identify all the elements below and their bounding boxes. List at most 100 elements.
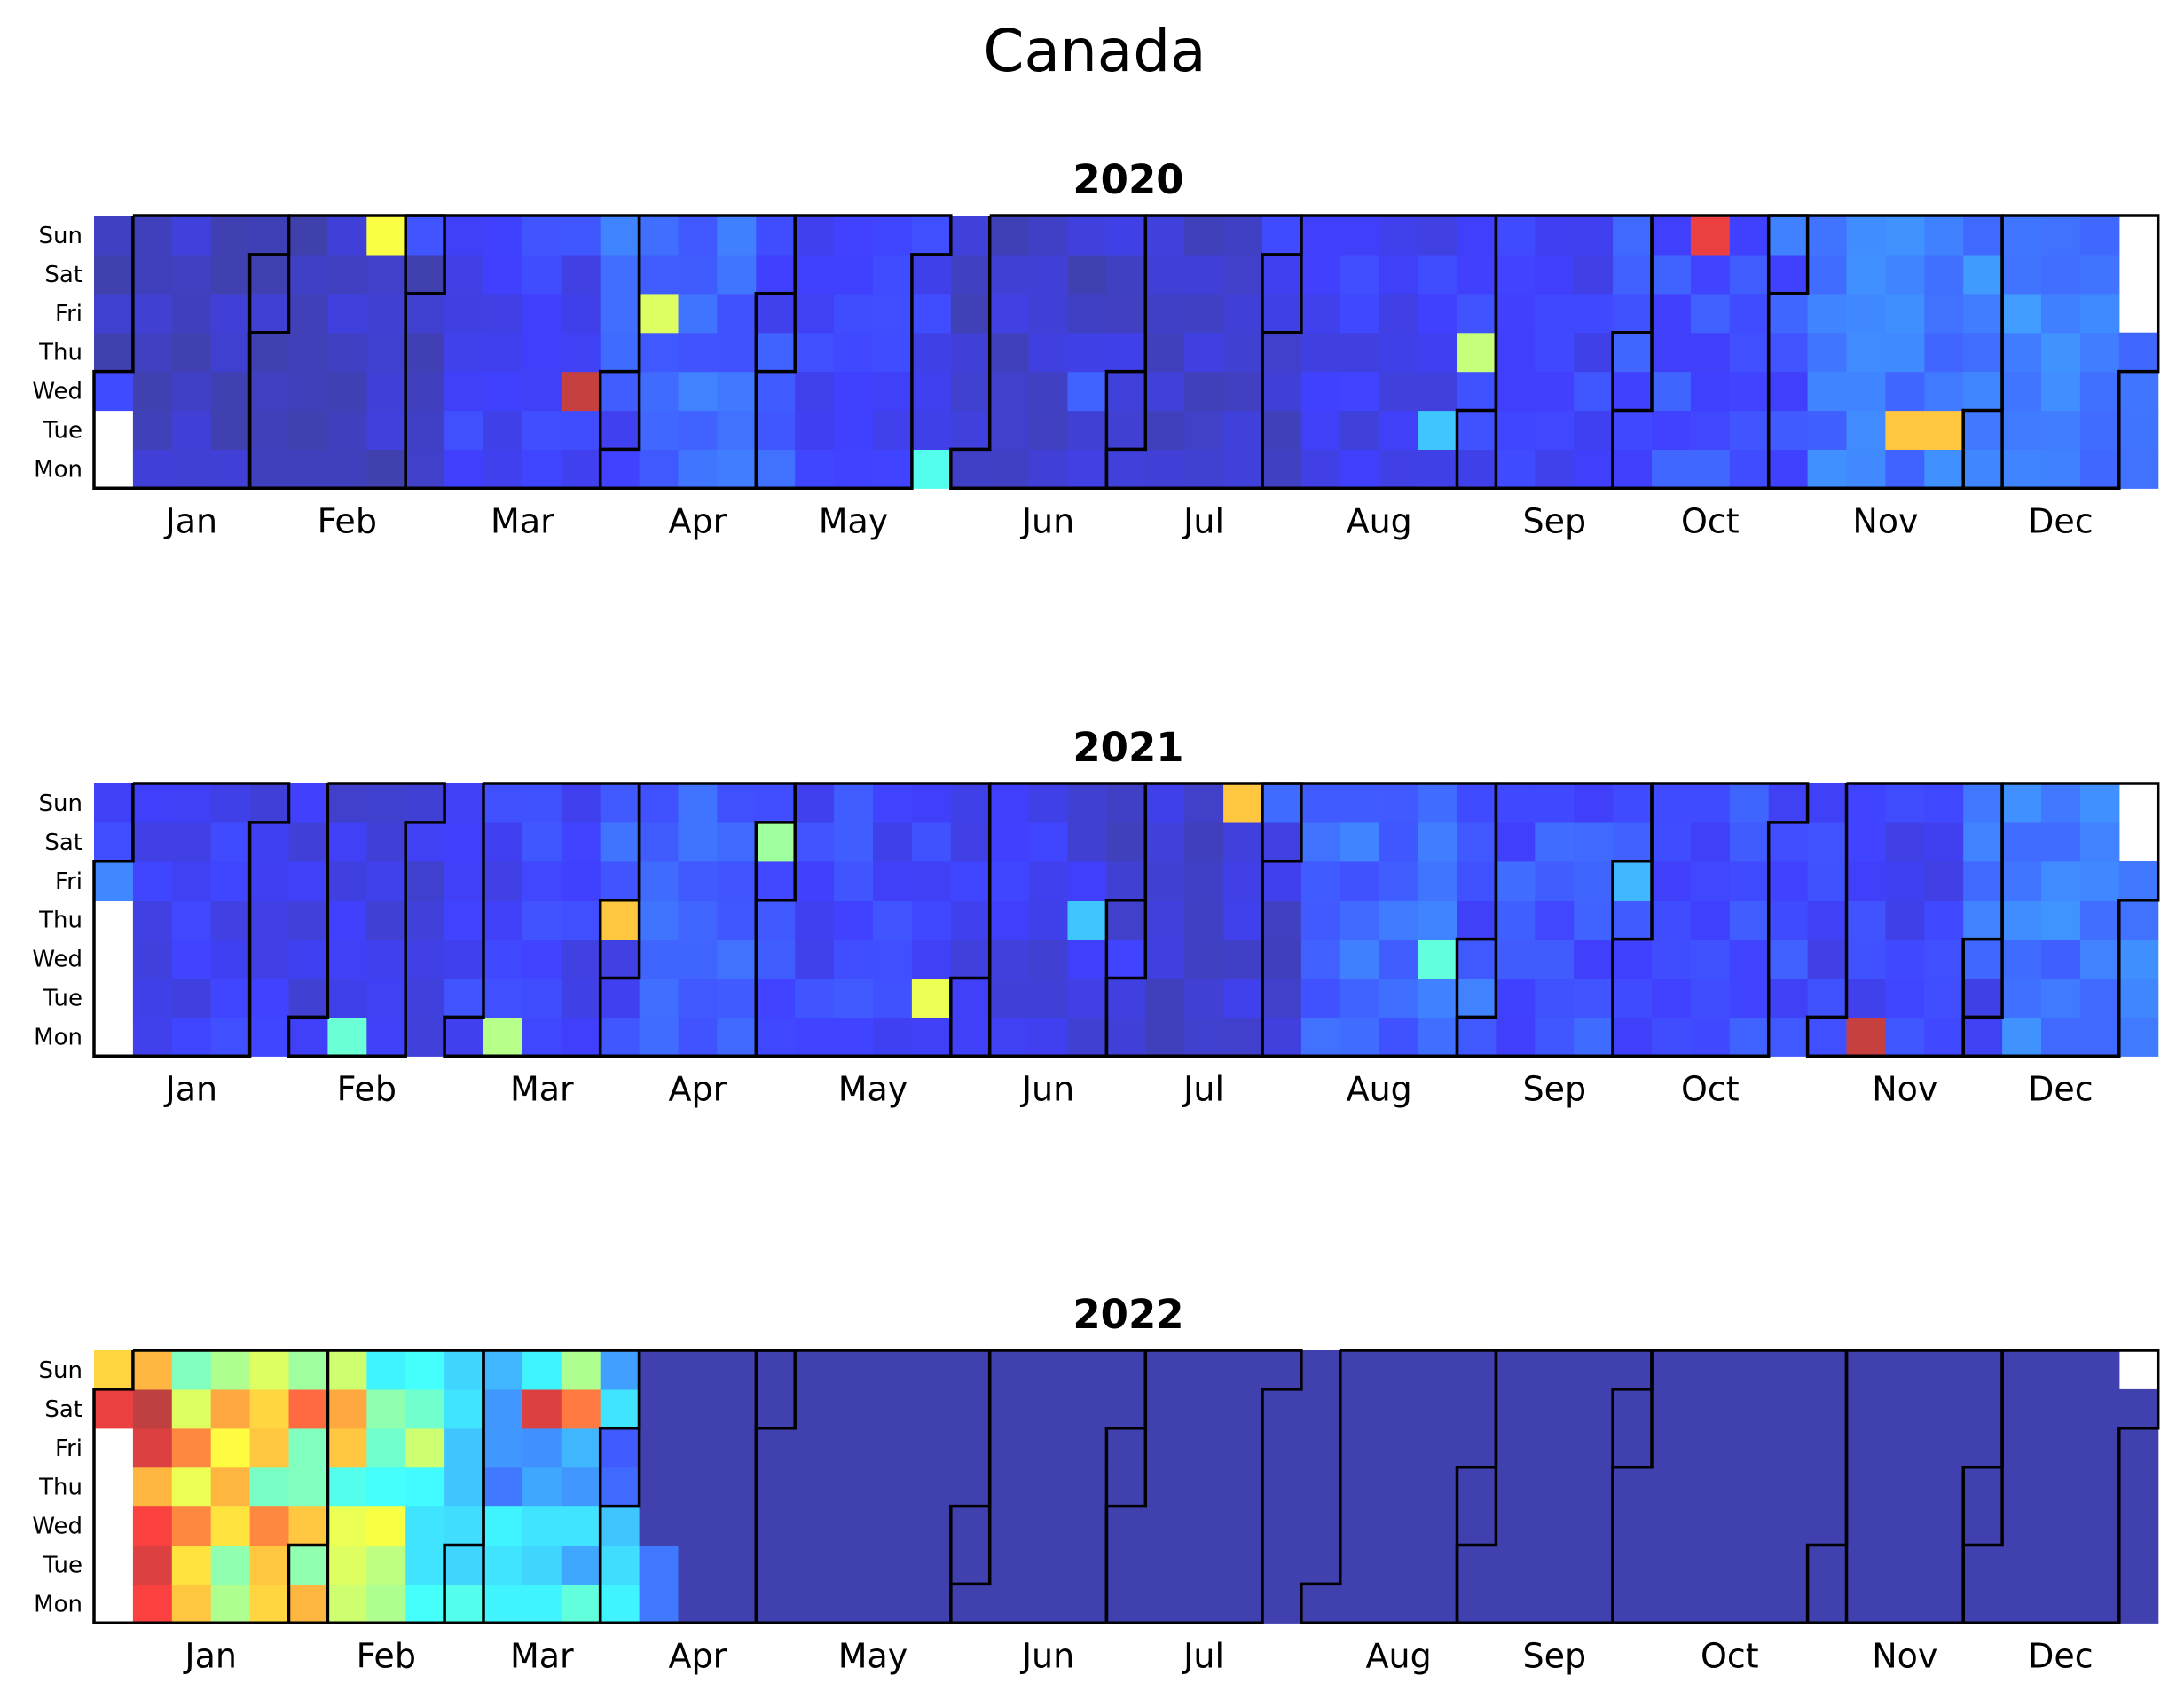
day-cell bbox=[1339, 1545, 1380, 1585]
day-cell bbox=[989, 1017, 1030, 1057]
day-cell bbox=[522, 1017, 562, 1057]
day-cell bbox=[1028, 1428, 1069, 1468]
day-cell bbox=[1223, 939, 1263, 979]
day-cell bbox=[950, 1388, 991, 1429]
day-cell bbox=[561, 1017, 601, 1057]
day-cell bbox=[1652, 293, 1692, 334]
day-cell bbox=[1339, 939, 1380, 979]
day-cell bbox=[1067, 371, 1107, 412]
day-cell bbox=[678, 1428, 718, 1468]
day-cell bbox=[1885, 861, 1925, 901]
day-cell bbox=[989, 861, 1030, 901]
day-cell bbox=[834, 822, 874, 862]
day-cell bbox=[561, 371, 601, 412]
day-cell bbox=[1379, 1467, 1419, 1507]
day-cell bbox=[911, 410, 952, 450]
day-cell bbox=[639, 1467, 680, 1507]
day-cell bbox=[1652, 1388, 1692, 1429]
month-outline bbox=[287, 782, 446, 1058]
day-cell bbox=[795, 861, 835, 901]
day-cell bbox=[600, 371, 640, 412]
day-cell bbox=[249, 1428, 290, 1468]
day-cell bbox=[1106, 978, 1146, 1018]
day-cell bbox=[1496, 822, 1536, 862]
day-cell bbox=[1496, 1350, 1536, 1390]
day-cell bbox=[1613, 1428, 1653, 1468]
day-cell bbox=[1885, 371, 1925, 412]
day-cell bbox=[1067, 1584, 1107, 1624]
day-cell bbox=[1379, 1017, 1419, 1057]
day-cell bbox=[834, 332, 874, 373]
day-cell bbox=[171, 1388, 212, 1429]
day-cell bbox=[795, 822, 835, 862]
day-cell bbox=[405, 822, 445, 862]
day-cell bbox=[1535, 1350, 1575, 1390]
day-cell bbox=[717, 332, 757, 373]
day-cell bbox=[483, 216, 523, 256]
day-cell bbox=[1535, 822, 1575, 862]
day-cell bbox=[210, 939, 251, 979]
day-cell bbox=[950, 1506, 991, 1546]
day-cell bbox=[483, 410, 523, 450]
day-cell bbox=[288, 1350, 328, 1390]
day-cell bbox=[2079, 1545, 2120, 1585]
day-cell bbox=[444, 1388, 484, 1429]
month-label: Jun bbox=[1020, 1069, 1074, 1108]
day-cell bbox=[600, 1545, 640, 1585]
day-cell bbox=[249, 1506, 290, 1546]
day-cell bbox=[1418, 900, 1458, 940]
day-cell bbox=[288, 1545, 328, 1585]
day-cell bbox=[639, 1545, 680, 1585]
day-cell bbox=[1379, 822, 1419, 862]
day-cell bbox=[1768, 861, 1809, 901]
day-cell bbox=[1652, 1545, 1692, 1585]
day-cell bbox=[483, 254, 523, 295]
day-cell bbox=[171, 449, 212, 489]
day-cell bbox=[989, 1350, 1030, 1390]
day-cell bbox=[639, 783, 680, 823]
day-cell bbox=[2118, 371, 2159, 412]
day-cell bbox=[327, 254, 367, 295]
day-cell bbox=[1339, 1388, 1380, 1429]
day-cell bbox=[873, 449, 913, 489]
day-cell bbox=[288, 371, 328, 412]
day-cell bbox=[1106, 216, 1146, 256]
day-cell bbox=[1807, 216, 1848, 256]
day-cell bbox=[1457, 1428, 1497, 1468]
day-cell bbox=[249, 939, 290, 979]
day-cell bbox=[1690, 861, 1731, 901]
day-cell bbox=[1690, 254, 1731, 295]
day-cell bbox=[873, 1467, 913, 1507]
day-cell bbox=[1496, 410, 1536, 450]
day-cell bbox=[1574, 293, 1614, 334]
day-cell bbox=[1300, 939, 1341, 979]
day-cell bbox=[756, 410, 796, 450]
day-cell bbox=[1418, 822, 1458, 862]
day-cell bbox=[1690, 1388, 1731, 1429]
day-cell bbox=[2079, 254, 2120, 295]
day-cell bbox=[600, 1017, 640, 1057]
day-cell bbox=[288, 1584, 328, 1624]
day-cell bbox=[1652, 1467, 1692, 1507]
day-cell bbox=[210, 822, 251, 862]
day-cell bbox=[1028, 1350, 1069, 1390]
day-cell bbox=[2041, 1506, 2081, 1546]
day-cell bbox=[1262, 822, 1302, 862]
day-cell bbox=[405, 1388, 445, 1429]
day-cell bbox=[1379, 410, 1419, 450]
day-cell bbox=[639, 332, 680, 373]
day-cell bbox=[366, 254, 406, 295]
day-cell bbox=[1339, 332, 1380, 373]
day-cell bbox=[2118, 900, 2159, 940]
month-outline bbox=[1961, 214, 2160, 491]
day-cell bbox=[1807, 1506, 1848, 1546]
day-cell bbox=[1339, 254, 1380, 295]
day-cell bbox=[639, 216, 680, 256]
day-cell bbox=[639, 1506, 680, 1546]
day-cell bbox=[132, 1350, 173, 1390]
day-cell bbox=[834, 861, 874, 901]
day-cell bbox=[717, 1350, 757, 1390]
day-cell bbox=[1652, 978, 1692, 1018]
day-cell bbox=[1028, 1506, 1069, 1546]
day-cell bbox=[1613, 978, 1653, 1018]
